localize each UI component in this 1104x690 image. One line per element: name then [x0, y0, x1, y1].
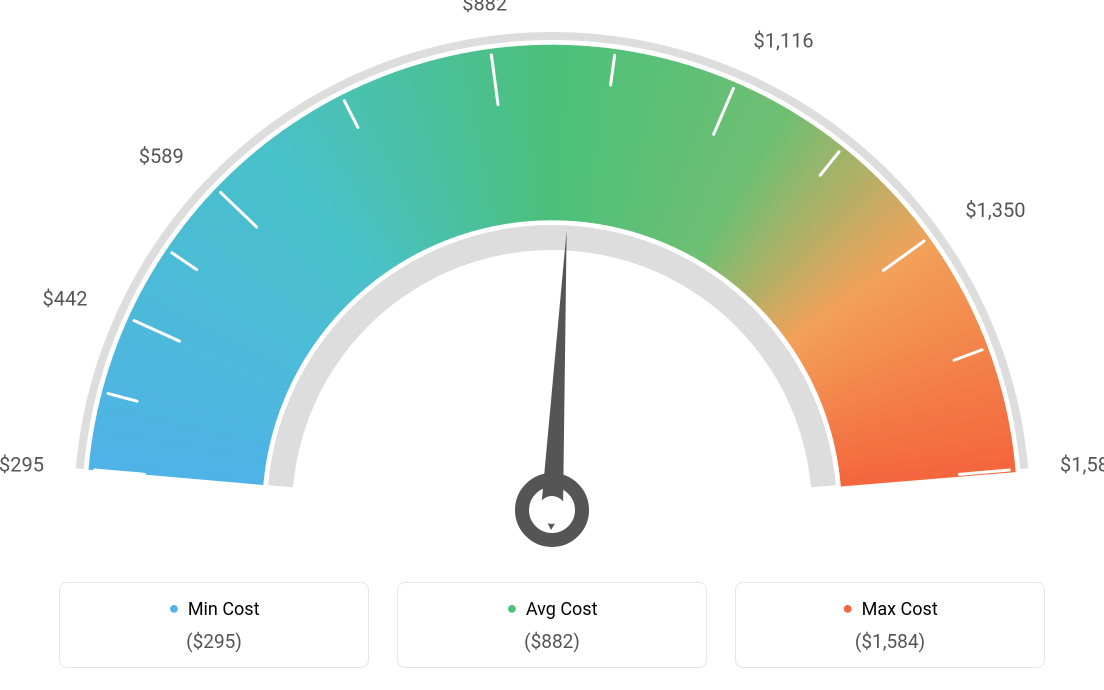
dot-icon: ●	[168, 598, 179, 619]
cost-gauge-chart: $295 $442 $589 $882 $1,116 $1,350 $1,584 ● Min…	[0, 0, 1104, 690]
legend-card-max: ● Max Cost ($1,584)	[735, 582, 1045, 668]
legend-avg-label: Avg Cost	[526, 599, 598, 620]
svg-text:$295: $295	[0, 453, 44, 477]
legend-avg-title: ● Avg Cost	[408, 599, 696, 620]
legend-avg-value: ($882)	[408, 630, 696, 653]
svg-text:$442: $442	[43, 286, 88, 310]
dot-icon: ●	[842, 598, 853, 619]
legend-max-label: Max Cost	[862, 599, 938, 620]
legend-min-value: ($295)	[70, 630, 358, 653]
legend-row: ● Min Cost ($295) ● Avg Cost ($882) ● Ma…	[0, 582, 1104, 668]
svg-text:$1,350: $1,350	[965, 198, 1025, 222]
svg-text:$882: $882	[462, 0, 507, 15]
legend-card-avg: ● Avg Cost ($882)	[397, 582, 707, 668]
dot-icon: ●	[507, 598, 518, 619]
svg-text:$1,584: $1,584	[1060, 453, 1104, 477]
svg-text:$1,116: $1,116	[754, 29, 814, 53]
legend-min-title: ● Min Cost	[70, 599, 358, 620]
legend-min-label: Min Cost	[188, 599, 260, 620]
legend-card-min: ● Min Cost ($295)	[59, 582, 369, 668]
legend-max-title: ● Max Cost	[746, 599, 1034, 620]
svg-text:$589: $589	[139, 144, 184, 168]
legend-max-value: ($1,584)	[746, 630, 1034, 653]
